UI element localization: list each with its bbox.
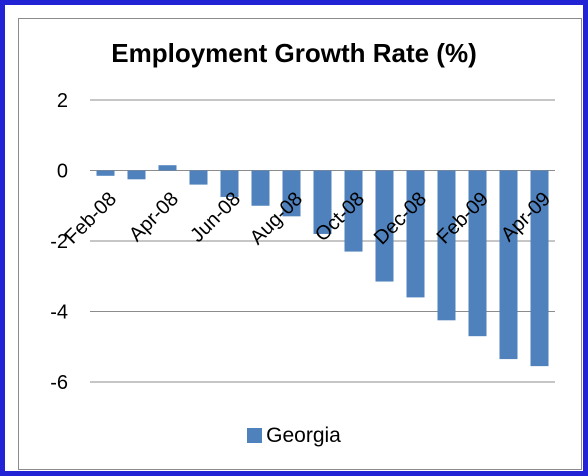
- bar: [375, 170, 394, 282]
- y-tick-label: 0: [57, 161, 68, 183]
- legend-swatch: [247, 428, 263, 443]
- bar: [499, 170, 518, 360]
- bar: [437, 170, 456, 321]
- bar: [344, 170, 363, 252]
- legend: Georgia: [0, 424, 588, 448]
- bar: [127, 170, 146, 180]
- bar: [251, 170, 270, 206]
- y-tick-label: -4: [50, 302, 68, 324]
- y-tick-label: -6: [50, 372, 68, 394]
- bar: [282, 170, 301, 217]
- bar: [158, 165, 177, 171]
- bar: [406, 170, 425, 298]
- chart-title: Employment Growth Rate (%): [111, 38, 477, 68]
- bar: [189, 170, 208, 185]
- y-tick-label: 2: [57, 90, 68, 112]
- bar: [220, 170, 239, 197]
- x-tick-label: Jun-08: [186, 188, 245, 247]
- y-tick-label: -2: [50, 231, 68, 253]
- bar: [530, 170, 549, 367]
- x-tick-label: Apr-08: [125, 188, 183, 246]
- bar: [96, 170, 115, 176]
- x-tick-label: Feb-08: [61, 188, 121, 248]
- bar: [468, 170, 487, 337]
- legend-label: Georgia: [266, 424, 341, 447]
- chart-area: [18, 18, 582, 470]
- bar: [313, 170, 332, 234]
